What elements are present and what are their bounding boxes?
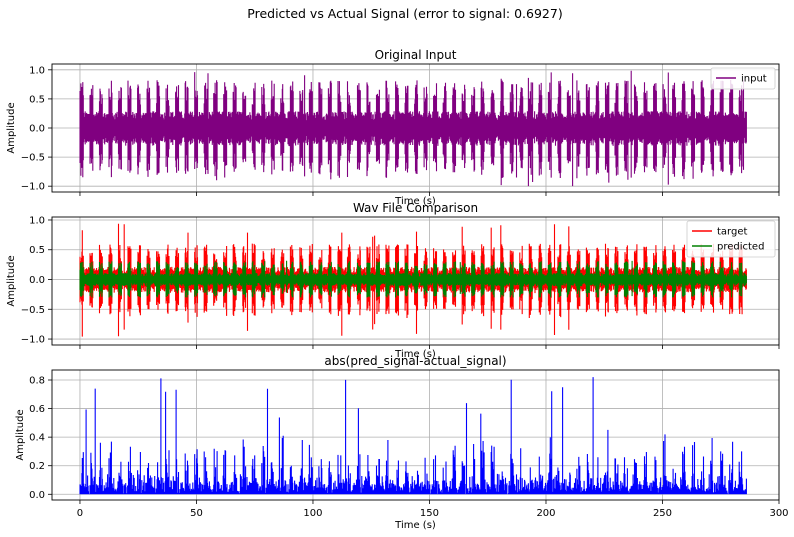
y-tick-label: 0.4 [29,433,45,444]
x-tick-label: 0 [77,508,83,519]
series-predicted-line [79,260,747,298]
x-tick-label: 200 [536,508,555,519]
legend: target predicted [686,220,776,258]
y-tick-label: 1.0 [29,215,45,226]
y-tick-label: −1.0 [21,182,45,193]
subplot-title: abs(pred_signal-actual_signal) [324,354,506,368]
subplot-1: −1.0 −0.5 0.0 0.5 1.0 Original Input Time (s) A… [6,48,780,207]
x-axis-label: Time (s) [394,349,436,360]
subplot-3: 0 50 100 150 200 250 300 0.0 0.2 0.4 0.6 0.8 abs(pre… [15,354,789,531]
y-tick-label: 0.0 [29,275,45,286]
legend-frame [710,67,776,90]
x-axis-label: Time (s) [394,196,436,207]
y-axis-label: Amplitude [6,102,17,153]
y-tick-label: −0.5 [21,153,45,164]
x-tick-label: 100 [303,508,322,519]
legend-frame [686,220,776,258]
y-tick-label: 0.6 [29,404,45,415]
y-axis-label: Amplitude [15,409,26,460]
x-tick-label: 300 [769,508,788,519]
subplot-title: Wav File Comparison [353,201,478,215]
axes-frame [51,216,780,346]
axes-frame [51,369,780,501]
legend-label: input [741,74,767,85]
figure-title: Predicted vs Actual Signal (error to sig… [247,6,562,21]
y-tick-label: 0.0 [29,490,45,501]
y-tick-label: 0.5 [29,94,45,105]
y-tick-label: 0.8 [29,376,45,387]
subplot-title: Original Input [375,48,457,62]
legend-label: target [717,227,747,238]
y-tick-label: 0.0 [29,124,45,135]
y-tick-label: 0.5 [29,245,45,256]
x-tick-label: 250 [653,508,672,519]
legend: input [710,67,776,90]
y-tick-label: 1.0 [29,65,45,76]
x-axis-label: Time (s) [394,520,436,531]
x-tick-label: 50 [190,508,203,519]
legend-label: predicted [717,242,764,253]
y-axis-label: Amplitude [6,255,17,306]
subplot-2: −1.0 −0.5 0.0 0.5 1.0 Wav File Comparison Time… [6,201,780,360]
series-input-line [79,70,747,187]
series-error-line [79,377,747,495]
y-tick-label: −1.0 [21,335,45,346]
y-tick-label: 0.2 [29,461,45,472]
x-tick-label: 150 [420,508,439,519]
y-tick-label: −0.5 [21,305,45,316]
